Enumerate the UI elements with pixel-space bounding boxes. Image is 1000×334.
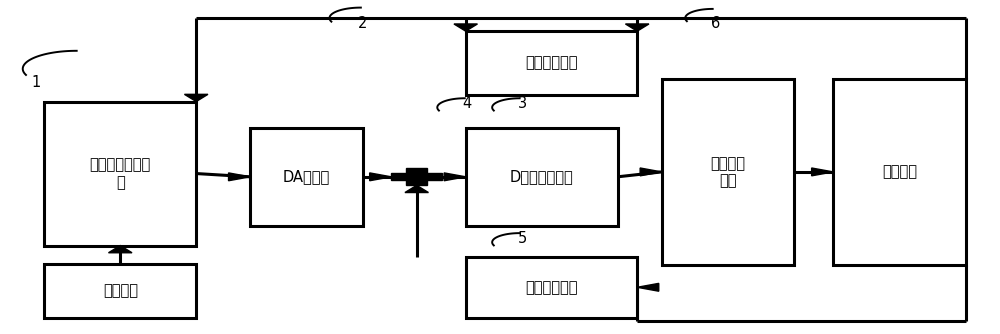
- Polygon shape: [637, 283, 659, 291]
- Text: 功放输出: 功放输出: [882, 164, 917, 179]
- Text: DA转换器: DA转换器: [283, 169, 330, 184]
- Bar: [466, 31, 637, 95]
- Text: 信号输入: 信号输入: [103, 283, 138, 298]
- Bar: [662, 78, 794, 265]
- Bar: [466, 257, 637, 318]
- Polygon shape: [454, 24, 477, 31]
- Polygon shape: [108, 245, 132, 253]
- Text: 预失真波形拟合
器: 预失真波形拟合 器: [90, 157, 151, 190]
- Text: 3: 3: [518, 96, 527, 111]
- Bar: [406, 168, 427, 185]
- Text: 1: 1: [32, 75, 41, 90]
- Polygon shape: [184, 94, 208, 102]
- Polygon shape: [625, 24, 649, 31]
- Polygon shape: [405, 185, 428, 192]
- Text: 5: 5: [518, 231, 527, 246]
- Bar: [44, 264, 196, 318]
- Polygon shape: [370, 173, 391, 181]
- Text: 6: 6: [711, 16, 720, 31]
- Polygon shape: [640, 168, 662, 176]
- Text: 4: 4: [463, 96, 472, 111]
- Bar: [466, 128, 618, 226]
- Text: D类功率放大器: D类功率放大器: [510, 169, 574, 184]
- Bar: [250, 128, 363, 226]
- Text: 自适应滤
波器: 自适应滤 波器: [710, 156, 745, 188]
- Bar: [44, 102, 196, 245]
- Bar: [391, 173, 442, 180]
- Polygon shape: [444, 173, 466, 181]
- Text: 闭环反馈电路: 闭环反馈电路: [525, 280, 578, 295]
- Bar: [833, 78, 966, 265]
- Polygon shape: [229, 173, 250, 181]
- Text: 输出采样电路: 输出采样电路: [525, 55, 578, 70]
- Text: 2: 2: [358, 16, 367, 31]
- Polygon shape: [812, 168, 833, 176]
